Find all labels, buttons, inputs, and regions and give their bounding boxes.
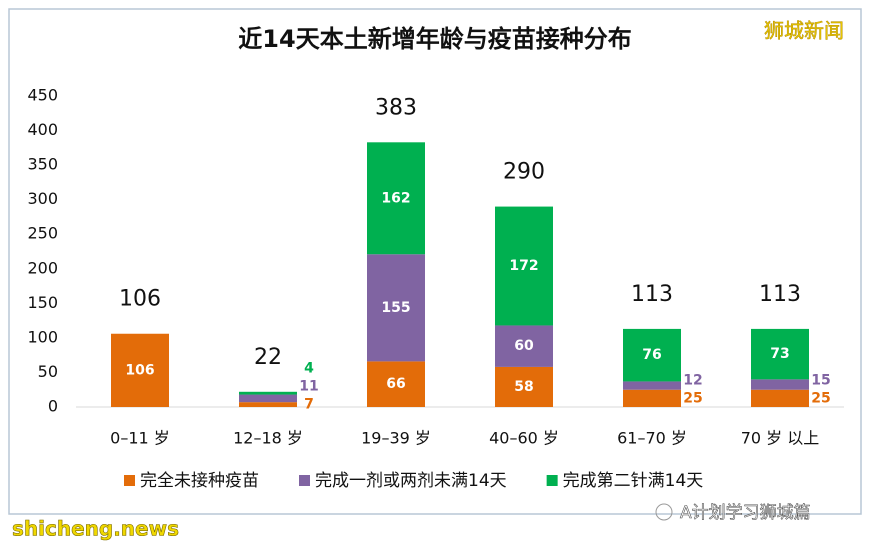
total-label: 106 (119, 287, 161, 312)
x-tick-label: 0–11 岁 (110, 429, 170, 448)
bar-segment (495, 325, 553, 367)
value-label: 25 (811, 390, 830, 406)
legend-label: 完成一剂或两剂未满14天 (315, 471, 507, 491)
y-tick-label: 200 (27, 258, 58, 277)
total-label: 22 (254, 345, 282, 370)
value-label: 4 (304, 361, 314, 377)
chart-frame (8, 8, 862, 515)
total-label: 383 (375, 95, 417, 120)
bar-segment (751, 328, 809, 380)
bar-segment (751, 389, 809, 407)
legend-swatch (299, 475, 310, 486)
value-label: 66 (386, 376, 405, 392)
bar-segment (623, 328, 681, 382)
value-label: 76 (642, 347, 661, 363)
value-label: 58 (514, 379, 533, 395)
value-label: 172 (509, 258, 538, 274)
bar-segment (239, 391, 297, 395)
x-tick-label: 40–60 岁 (489, 429, 559, 448)
x-tick-label: 19–39 岁 (361, 429, 431, 448)
legend-swatch (546, 475, 558, 486)
watermark: A计划学习狮城篇 (680, 503, 811, 523)
y-tick-label: 300 (27, 189, 58, 208)
legend-label: 完全未接种疫苗 (140, 471, 259, 491)
y-tick-label: 100 (27, 327, 58, 346)
bar-segment (495, 366, 553, 407)
y-tick-label: 0 (48, 397, 58, 416)
watermark: 狮城新闻 (764, 19, 844, 43)
value-label: 73 (770, 346, 789, 362)
bar-segment (367, 142, 425, 255)
total-label: 113 (631, 282, 673, 307)
value-label: 7 (304, 397, 314, 413)
chart-title: 近14天本土新增年龄与疫苗接种分布 (238, 25, 631, 53)
x-tick-label: 61–70 岁 (617, 429, 687, 448)
value-label: 106 (125, 362, 154, 378)
bar-segment (239, 394, 297, 403)
total-label: 290 (503, 160, 545, 185)
legend-swatch (124, 475, 135, 486)
y-tick-label: 250 (27, 224, 58, 243)
y-tick-label: 400 (27, 120, 58, 139)
bar-segment (111, 333, 169, 407)
x-tick-label: 70 岁 以上 (741, 429, 820, 448)
bar-segment (751, 379, 809, 390)
y-tick-label: 450 (27, 86, 58, 105)
total-label: 113 (759, 282, 801, 307)
bar-segment (239, 402, 297, 407)
y-tick-label: 50 (38, 362, 58, 381)
bar-segment (495, 206, 553, 326)
y-tick-label: 350 (27, 155, 58, 174)
bar-segment (623, 381, 681, 390)
value-label: 162 (381, 190, 410, 206)
watermark: shicheng.news (12, 517, 179, 541)
value-label: 12 (683, 372, 702, 388)
wechat-icon (655, 503, 673, 521)
value-label: 60 (514, 338, 534, 354)
value-label: 11 (299, 379, 318, 395)
legend-label: 完成第二针满14天 (563, 471, 704, 491)
value-label: 155 (381, 300, 410, 316)
bar-segment (623, 389, 681, 407)
y-tick-label: 150 (27, 293, 58, 312)
value-label: 25 (683, 390, 702, 406)
bar-segment (367, 361, 425, 407)
value-label: 15 (811, 372, 830, 388)
bar-segment (367, 254, 425, 362)
x-tick-label: 12–18 岁 (233, 429, 303, 448)
